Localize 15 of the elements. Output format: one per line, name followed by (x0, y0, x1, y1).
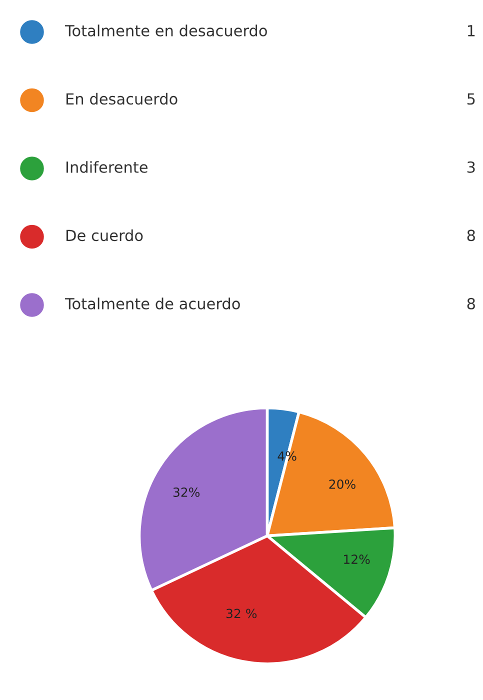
data-label: 32 % (226, 608, 257, 618)
text: 3 (467, 161, 475, 173)
text: 8 (467, 298, 475, 310)
data-label: 32% (173, 488, 200, 497)
data-label: 12% (344, 554, 370, 564)
text: 8 (467, 230, 475, 242)
text: 1 (468, 25, 475, 36)
legend-label: En desacuerdo (66, 92, 178, 105)
data-label: 4% (278, 451, 296, 461)
legend-label: De cuerdo (66, 229, 143, 242)
text: 5 (467, 93, 475, 105)
legend-label: Totalmente de acuerdo (64, 298, 240, 310)
legend-label: Indiferente (66, 161, 148, 173)
legend-label: Totalmente en desacuerdo (64, 24, 267, 36)
data-label: 20% (329, 479, 356, 489)
